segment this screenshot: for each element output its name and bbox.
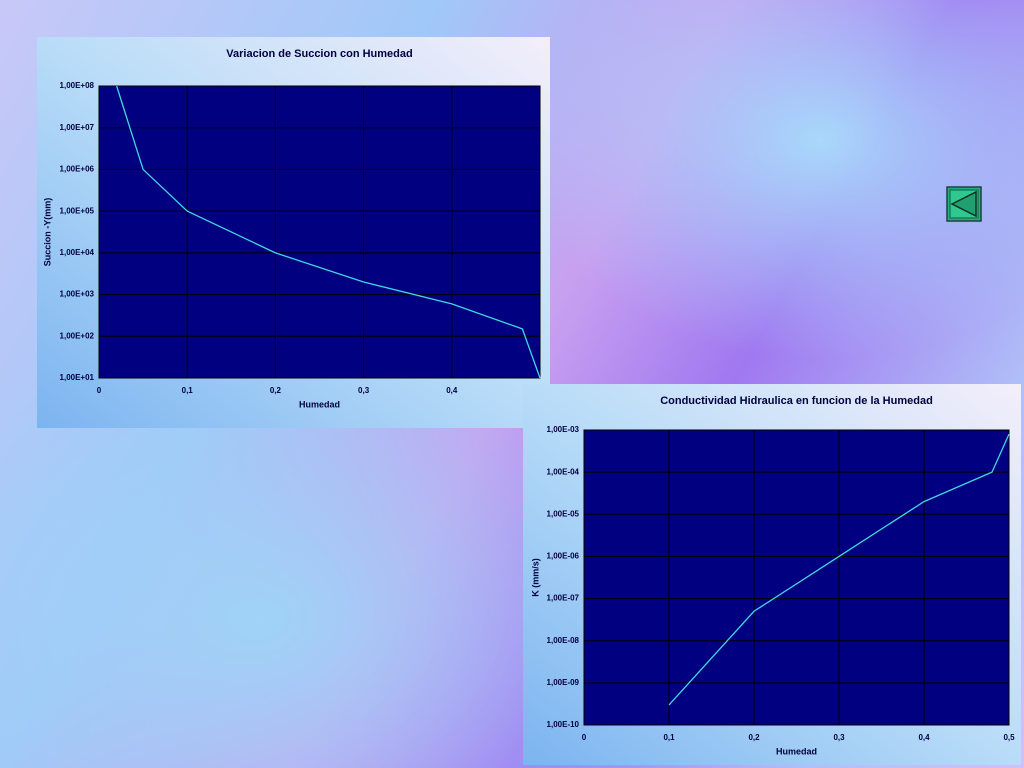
x-tick-label: 0 [582, 733, 587, 742]
y-tick-label: 1,00E+08 [60, 81, 95, 90]
y-tick-label: 1,00E+06 [60, 165, 95, 174]
y-tick-label: 1,00E+02 [60, 331, 95, 340]
plot-area [583, 429, 1010, 726]
y-axis-label: Succion -Y(mm) [42, 198, 52, 267]
x-tick-label: 0,3 [833, 733, 845, 742]
x-tick-label: 0,2 [748, 733, 760, 742]
back-button[interactable] [946, 186, 982, 222]
plot-area [98, 85, 541, 379]
data-line [116, 85, 541, 379]
x-tick-label: 0 [97, 386, 102, 395]
x-tick-label: 0,3 [358, 386, 370, 395]
y-tick-label: 1,00E-03 [547, 425, 580, 434]
x-tick-label: 0,5 [1003, 733, 1015, 742]
y-tick-label: 1,00E+04 [60, 248, 95, 257]
y-tick-label: 1,00E-05 [547, 509, 580, 518]
y-tick-label: 1,00E+01 [60, 373, 95, 382]
y-tick-label: 1,00E-04 [547, 467, 580, 476]
x-axis-label: Humedad [299, 399, 340, 409]
x-tick-label: 0,4 [446, 386, 458, 395]
y-tick-label: 1,00E-08 [547, 636, 580, 645]
x-tick-label: 0,4 [918, 733, 930, 742]
x-axis-label: Humedad [776, 746, 817, 756]
x-tick-label: 0,1 [182, 386, 194, 395]
chart-panel: 1,00E+01 1,00E+02 1,00E+03 1,00E+04 1,00E+05… [37, 37, 550, 428]
y-tick-label: 1,00E-06 [547, 552, 580, 561]
data-line [668, 433, 1010, 706]
y-tick-label: 1,00E+03 [60, 290, 95, 299]
chart-title: Conductividad Hidraulica en funcion de l… [660, 395, 933, 407]
y-tick-label: 1,00E-07 [547, 594, 580, 603]
y-tick-label: 1,00E-10 [547, 720, 580, 729]
x-tick-label: 0,2 [270, 386, 282, 395]
x-tick-label: 0,1 [663, 733, 675, 742]
y-tick-label: 1,00E+05 [60, 206, 95, 215]
y-tick-label: 1,00E-09 [547, 678, 580, 687]
y-tick-label: 1,00E+07 [60, 123, 95, 132]
y-axis-label: K (mm/s) [530, 558, 540, 597]
chart-title: Variacion de Succion con Humedad [226, 48, 412, 60]
chart-panel: 1,00E-10 1,00E-09 1,00E-08 1,00E-07 1,00E-06… [523, 384, 1021, 765]
